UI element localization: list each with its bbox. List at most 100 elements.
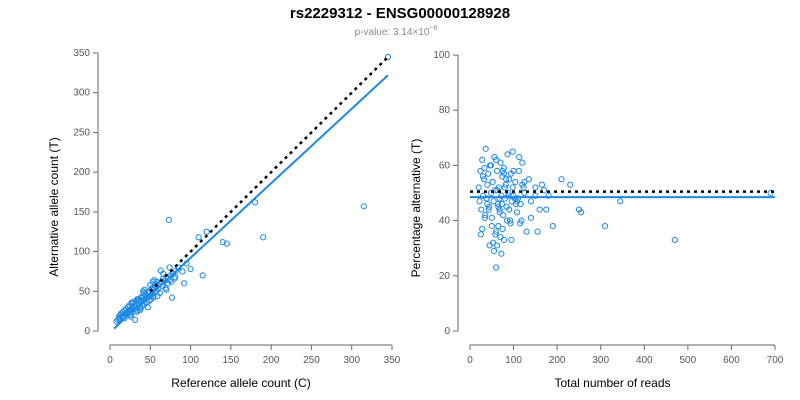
data-point — [136, 307, 143, 314]
y-tick-label: 20 — [439, 271, 451, 282]
data-point — [259, 234, 267, 241]
data-point — [149, 278, 156, 285]
x-tick-label: 300 — [592, 355, 609, 366]
data-point — [131, 316, 139, 323]
data-point — [520, 184, 527, 191]
data-point — [512, 178, 519, 186]
data-point — [479, 173, 487, 180]
fit-line — [113, 74, 389, 330]
data-point — [121, 315, 128, 322]
data-point — [494, 187, 501, 194]
data-point — [506, 176, 513, 183]
data-point — [510, 167, 517, 175]
data-point — [498, 250, 505, 257]
data-point — [481, 214, 488, 221]
data-point — [532, 184, 539, 191]
data-point — [506, 217, 514, 224]
data-point — [767, 189, 774, 197]
data-point — [527, 214, 535, 221]
data-point — [495, 223, 502, 230]
data-point — [134, 296, 141, 303]
x-tick-label: 0 — [467, 355, 473, 366]
x-tick-label: 200 — [263, 355, 280, 366]
data-point — [493, 167, 501, 175]
pvalue-exponent: −6 — [429, 25, 437, 32]
data-point — [498, 200, 505, 208]
data-point — [157, 267, 164, 274]
data-point — [162, 285, 169, 292]
data-point — [118, 310, 125, 317]
data-point — [545, 192, 552, 199]
scatter-panel-allele-counts: 0 50 100 150 200 250 300 350 0 50 100 150 200 250 300 3… — [47, 48, 401, 390]
data-point — [514, 195, 522, 202]
data-point — [506, 206, 513, 213]
data-point — [486, 242, 493, 249]
y-tick-label: 300 — [73, 88, 90, 99]
data-point — [617, 198, 624, 205]
x-tick-label: 700 — [767, 355, 784, 366]
data-point — [485, 206, 492, 213]
x-tick-label: 400 — [636, 355, 653, 366]
data-point — [499, 167, 506, 175]
data-point — [475, 184, 482, 191]
data-point — [135, 297, 143, 304]
data-point — [549, 223, 556, 230]
x-tick-label: 200 — [549, 355, 566, 366]
data-point — [567, 181, 574, 188]
data-point — [490, 198, 497, 205]
data-point — [671, 236, 678, 244]
x-tick-label: 250 — [303, 355, 320, 366]
x-tick-label: 100 — [505, 355, 522, 366]
data-point — [499, 225, 506, 232]
data-point — [532, 192, 539, 199]
data-point — [525, 176, 532, 183]
data-point — [187, 265, 194, 273]
data-point — [578, 209, 585, 216]
data-point — [543, 206, 550, 213]
data-point — [540, 187, 548, 194]
data-point — [477, 231, 484, 238]
data-point — [166, 264, 173, 271]
x-tick-label: 100 — [182, 355, 199, 366]
y-tick-label: 100 — [433, 50, 450, 61]
data-point — [478, 206, 485, 213]
data-point — [480, 176, 488, 183]
data-point — [195, 234, 202, 241]
data-point — [501, 184, 508, 191]
data-point — [493, 156, 500, 163]
data-point — [523, 228, 530, 235]
data-point — [144, 304, 151, 311]
data-point — [490, 247, 498, 255]
data-point — [251, 199, 259, 206]
data-point — [488, 223, 495, 230]
data-point — [168, 294, 176, 301]
y-axis-label: Percentage alternative (T) — [409, 139, 423, 278]
data-point — [481, 165, 488, 172]
data-point — [507, 220, 514, 227]
data-point — [489, 178, 496, 186]
data-point — [219, 238, 226, 246]
data-point — [172, 273, 179, 281]
data-point — [496, 209, 503, 216]
data-point — [504, 151, 511, 158]
data-point — [513, 209, 521, 216]
y-axis-label: Alternative allele count (T) — [47, 137, 61, 276]
data-point — [384, 53, 392, 61]
y-tick-label: 40 — [439, 216, 451, 227]
y-tick-label: 0 — [444, 326, 450, 337]
x-tick-label: 300 — [343, 355, 360, 366]
data-point — [494, 200, 501, 208]
x-tick-label: 350 — [384, 355, 401, 366]
data-point — [203, 228, 210, 235]
data-point — [139, 288, 147, 295]
x-tick-label: 0 — [107, 355, 113, 366]
x-axis-label: Total number of reads — [554, 376, 670, 390]
data-point — [223, 240, 230, 247]
data-point — [601, 223, 609, 230]
y-tick-label: 60 — [439, 160, 451, 171]
data-point — [151, 277, 158, 284]
y-tick-label: 250 — [73, 127, 90, 138]
y-tick-label: 150 — [73, 207, 90, 218]
data-point — [482, 145, 489, 152]
